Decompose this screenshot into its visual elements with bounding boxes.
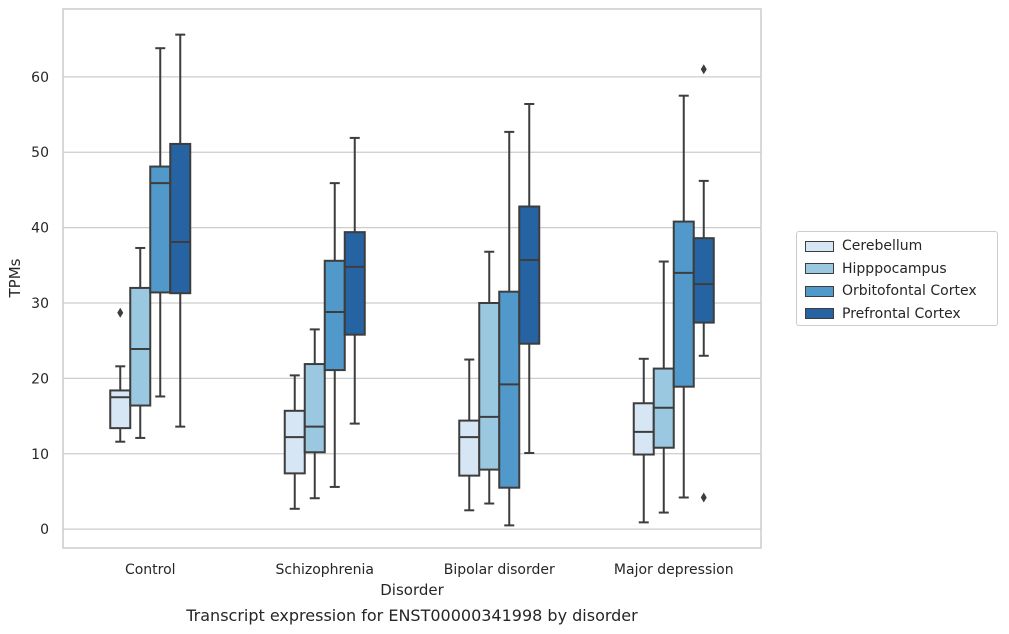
iqr-box	[323, 259, 346, 372]
y-tick-labels: 0 10 20 30 40 50 60	[31, 70, 49, 538]
legend-label: Prefrontal Cortex	[842, 305, 961, 322]
figure-caption: Transcript expression for ENST0000034199…	[186, 606, 638, 625]
iqr-box	[498, 290, 521, 489]
outlier-point	[700, 64, 707, 75]
y-tick-label: 20	[31, 371, 49, 387]
legend-label: Cerebellum	[842, 238, 923, 255]
iqr-box	[149, 165, 172, 294]
box	[458, 358, 481, 512]
legend-item: Orbitofontal Cortex	[805, 280, 997, 303]
box	[518, 102, 541, 455]
iqr-box	[129, 286, 152, 407]
box	[632, 357, 655, 524]
outlier-point	[117, 307, 124, 318]
box	[169, 33, 192, 428]
iqr-box	[109, 389, 132, 430]
legend-swatch	[805, 240, 834, 252]
boxes	[109, 33, 715, 527]
box	[498, 130, 521, 527]
x-tick-label: Bipolar disorder	[444, 562, 555, 578]
y-tick-label: 30	[31, 296, 49, 312]
iqr-box	[283, 409, 306, 475]
legend-item: Prefrontal Cortex	[805, 303, 997, 326]
x-tick-label: Schizophrenia	[276, 562, 374, 578]
box	[478, 250, 501, 505]
legend-swatch	[805, 263, 834, 275]
box	[343, 136, 366, 425]
legend-label: Orbitofontal Cortex	[842, 283, 977, 300]
legend-item: Cerebellum	[805, 235, 997, 258]
outlier-point	[700, 492, 707, 503]
y-axis-label: TPMs	[6, 258, 24, 298]
x-tick-labels: Control Schizophrenia Bipolar disorder Majo…	[125, 562, 734, 578]
y-tick-label: 10	[31, 447, 49, 463]
iqr-box	[672, 220, 695, 388]
box	[129, 246, 152, 439]
y-tick-label: 60	[31, 70, 49, 86]
iqr-box	[692, 237, 715, 324]
iqr-box	[303, 363, 326, 454]
legend-item: Hipppocampus	[805, 258, 997, 281]
box	[672, 94, 695, 499]
iqr-box	[169, 142, 192, 295]
box	[652, 260, 675, 514]
legend-swatch	[805, 308, 834, 320]
legend-swatch	[805, 285, 834, 297]
x-axis-label: Disorder	[380, 581, 444, 599]
legend: Cerebellum Hipppocampus Orbitofontal Cor…	[796, 231, 998, 326]
iqr-box	[478, 302, 501, 471]
x-tick-label: Major depression	[614, 562, 734, 578]
iqr-box	[343, 231, 366, 336]
y-tick-label: 40	[31, 221, 49, 237]
y-tick-label: 50	[31, 145, 49, 161]
plot-frame	[62, 8, 762, 549]
y-tick-label: 0	[40, 522, 49, 538]
iqr-box	[518, 205, 541, 345]
box	[283, 374, 306, 510]
box	[109, 307, 132, 443]
box	[692, 64, 715, 503]
iqr-box	[632, 402, 655, 456]
iqr-box	[458, 419, 481, 477]
box	[303, 328, 326, 500]
x-tick-label: Control	[125, 562, 176, 578]
legend-label: Hipppocampus	[842, 260, 947, 277]
